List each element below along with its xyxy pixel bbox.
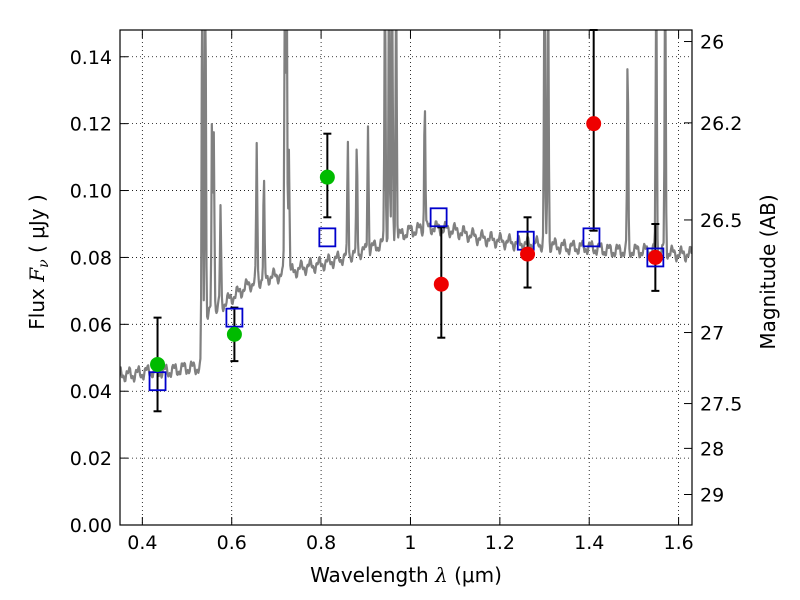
x-axis-label-symbol: λ <box>434 563 448 587</box>
y-axis-label-text: Flux <box>25 282 49 330</box>
y2-tick-label: 26.2 <box>700 113 742 135</box>
red-point <box>647 249 663 265</box>
red-point <box>520 246 536 262</box>
y2-tick-label: 26.5 <box>700 210 742 232</box>
x-tick-label: 1.4 <box>574 532 604 554</box>
y2-tick-label: 27 <box>700 323 724 345</box>
y-tick-label: 0.02 <box>70 448 112 470</box>
x-tick-label: 1.6 <box>663 532 693 554</box>
y-tick-label: 0.08 <box>70 247 112 269</box>
green-point <box>226 326 242 342</box>
y2-tick-label: 28 <box>700 438 724 460</box>
red-point <box>433 276 449 292</box>
y-tick-label: 0.00 <box>70 515 112 537</box>
x-axis-label-text: Wavelength <box>310 563 435 587</box>
x-axis-label-unit: (μm) <box>448 563 502 587</box>
x-tick-label: 0.8 <box>306 532 336 554</box>
model-box <box>148 371 167 392</box>
y-axis-label-unit: ( μJy ) <box>25 194 49 259</box>
y-axis-label-sub: ν <box>36 259 52 268</box>
errorbars <box>153 29 660 413</box>
x-axis-label: Wavelength λ (μm) <box>310 563 502 587</box>
x-tick-label: 1 <box>404 532 416 554</box>
model-box <box>582 227 601 248</box>
x-tick-label: 0.4 <box>127 532 157 554</box>
observed-points <box>150 116 663 372</box>
y2-axis-label: Magnitude (AB) <box>756 194 780 349</box>
y2-tick-label: 27.5 <box>700 394 742 416</box>
y-axis-label-symbol: F <box>25 267 49 283</box>
spectrum <box>120 30 692 383</box>
spectrum-line <box>120 30 692 383</box>
y-axis-label: Flux Fν ( μJy ) <box>25 194 52 329</box>
red-point <box>586 116 602 132</box>
y-tick-label: 0.14 <box>70 47 112 69</box>
plot-frame <box>119 29 693 526</box>
y2-tick-label: 29 <box>700 484 724 506</box>
y-tick-label: 0.04 <box>70 381 112 403</box>
x-tick-label: 1.2 <box>485 532 515 554</box>
model-box <box>646 247 665 268</box>
model-box <box>429 207 448 228</box>
green-point <box>319 169 335 185</box>
y-tick-label: 0.10 <box>70 181 112 203</box>
y2-tick-label: 26 <box>700 32 724 54</box>
model-box <box>318 227 337 248</box>
green-point <box>150 356 166 372</box>
y-tick-label: 0.06 <box>70 314 112 336</box>
x-tick-label: 0.6 <box>217 532 247 554</box>
axis-ticks: 0.4 0.6 0.8 1 1.2 1.4 1.6 0.00 0.02 0.04 0.06 0.08 0… <box>70 30 742 554</box>
y-tick-label: 0.12 <box>70 114 112 136</box>
model-box <box>225 307 244 328</box>
